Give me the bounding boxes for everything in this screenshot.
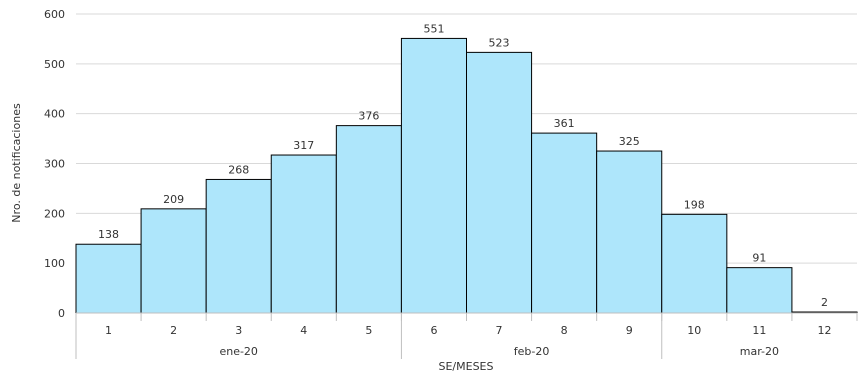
data-label: 523 (489, 36, 510, 49)
x-tick-label: 3 (235, 324, 242, 337)
bar (335, 125, 402, 314)
data-label: 2 (821, 296, 828, 309)
y-tick-label: 100 (44, 257, 65, 270)
y-tick-label: 300 (44, 158, 65, 171)
y-axis-title: Nro. de notificaciones (10, 103, 23, 223)
data-label: 376 (358, 110, 379, 123)
x-tick-label: 6 (430, 324, 437, 337)
x-tick-label: 7 (496, 324, 503, 337)
data-label: 209 (163, 193, 184, 206)
bar (140, 208, 207, 314)
data-labels: 138 209 268 317 376 551 523 361 325 198 91 2 (98, 22, 828, 309)
y-tick-label: 500 (44, 58, 65, 71)
bar (205, 178, 272, 314)
x-group-label: feb-20 (514, 345, 550, 358)
x-tick-label: 5 (365, 324, 372, 337)
y-tick-label: 200 (44, 207, 65, 220)
bar (400, 37, 467, 314)
x-group-label: ene-20 (219, 345, 257, 358)
data-label: 325 (619, 135, 640, 148)
bar (531, 132, 598, 314)
x-tick-label: 11 (752, 324, 766, 337)
data-label: 198 (684, 198, 705, 211)
data-label: 361 (554, 117, 575, 130)
x-axis-title: SE/MESES (439, 360, 494, 373)
data-label: 268 (228, 163, 249, 176)
bars (75, 37, 858, 314)
bar (661, 213, 728, 314)
bar (596, 150, 663, 314)
bar (466, 51, 533, 314)
bar (726, 267, 793, 314)
data-label: 138 (98, 228, 119, 241)
data-label: 91 (752, 252, 766, 265)
data-label: 551 (423, 22, 444, 35)
x-tick-label: 10 (687, 324, 701, 337)
x-group-label: mar-20 (740, 345, 779, 358)
x-tick-label: 1 (105, 324, 112, 337)
data-label: 317 (293, 139, 314, 152)
x-tick-label: 2 (170, 324, 177, 337)
y-tick-label: 0 (58, 307, 65, 320)
x-tick-label: 8 (561, 324, 568, 337)
bar (75, 243, 142, 314)
x-tick-label: 12 (817, 324, 831, 337)
y-tick-label: 400 (44, 108, 65, 121)
x-tick-label: 9 (626, 324, 633, 337)
y-tick-label: 600 (44, 8, 65, 21)
x-tick-label: 4 (300, 324, 307, 337)
y-tick-labels: 0 100 200 300 400 500 600 (44, 8, 65, 320)
bar (270, 154, 337, 314)
